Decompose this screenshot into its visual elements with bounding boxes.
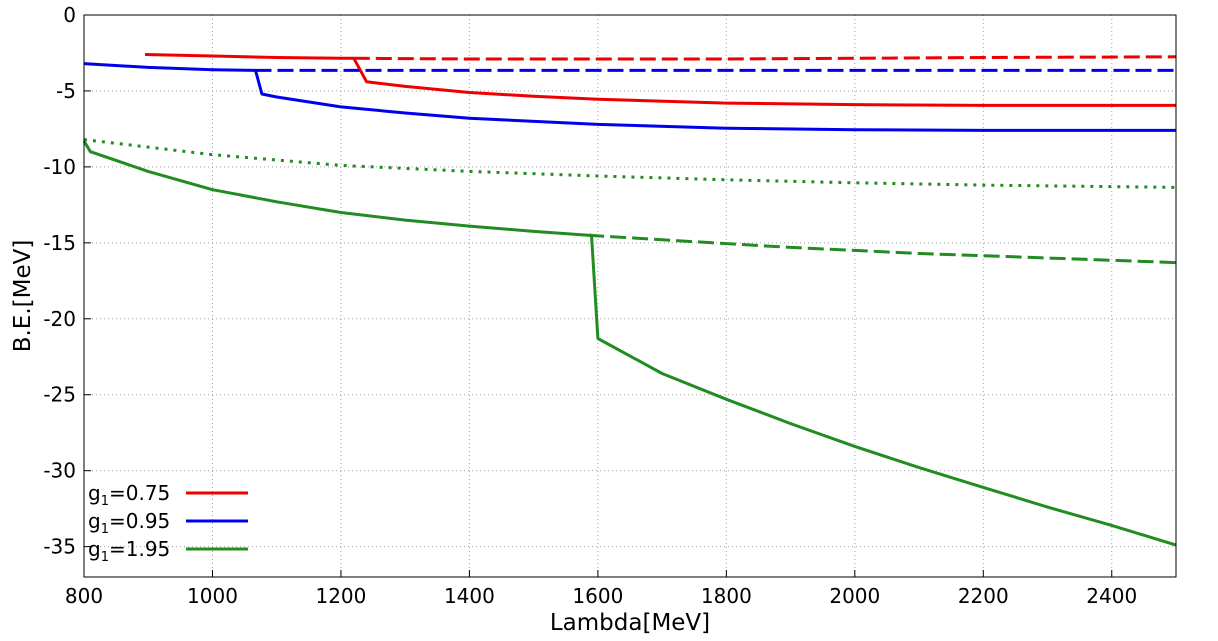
x-tick-label: 1200 xyxy=(315,584,366,608)
series-line-6 xyxy=(82,140,1177,547)
series-line-2 xyxy=(353,55,1177,61)
y-tick-label: -20 xyxy=(43,307,76,331)
legend-label: g1=1.95 xyxy=(88,537,170,565)
x-tick-label: 2400 xyxy=(1086,584,1137,608)
series-line-5 xyxy=(83,138,1177,189)
x-tick-label: 1400 xyxy=(444,584,495,608)
y-tick-label: -5 xyxy=(56,79,76,103)
series-line-7 xyxy=(588,233,1177,265)
legend-label: g1=0.95 xyxy=(88,509,170,537)
x-tick-label: 2000 xyxy=(829,584,880,608)
y-tick-label: -35 xyxy=(43,535,76,559)
plot-frame xyxy=(83,14,1177,578)
series-line-1 xyxy=(144,53,1176,107)
x-tick-label: 800 xyxy=(65,584,103,608)
y-tick-label: -10 xyxy=(43,155,76,179)
y-tick-label: 0 xyxy=(63,3,76,27)
y-tick-label: -25 xyxy=(43,383,76,407)
x-tick-label: 1600 xyxy=(572,584,623,608)
y-axis-label: B.E.[MeV] xyxy=(10,240,36,353)
grid xyxy=(83,15,1176,577)
legend-label: g1=0.75 xyxy=(88,481,170,509)
series-line-3 xyxy=(83,62,1176,132)
x-tick-label: 2200 xyxy=(958,584,1009,608)
series-lines xyxy=(82,53,1177,547)
x-axis-label: Lambda[MeV] xyxy=(550,610,710,636)
axis-ticks: 800 1000 1200 1400 1600 1800 2000 2200 2400 0 -5 -1… xyxy=(43,3,1137,608)
y-tick-label: -15 xyxy=(43,231,76,255)
x-tick-label: 1000 xyxy=(187,584,238,608)
y-tick-label: -30 xyxy=(43,459,76,483)
x-tick-label: 1800 xyxy=(701,584,752,608)
